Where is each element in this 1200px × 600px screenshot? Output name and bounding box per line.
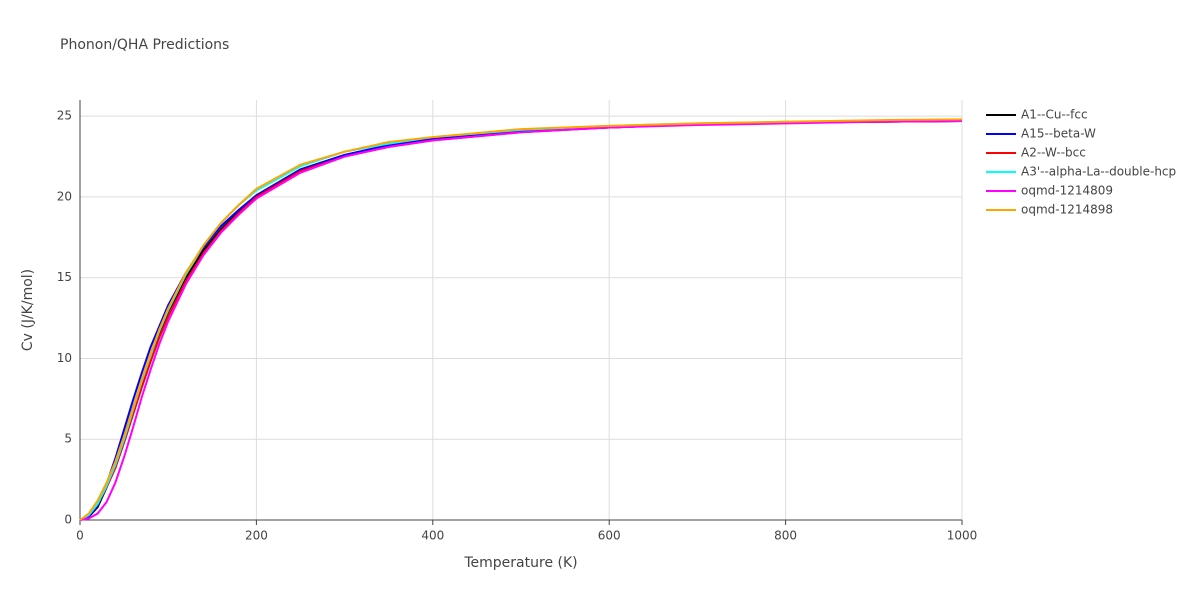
legend-label: oqmd-1214809 — [1021, 184, 1113, 198]
series-line — [79, 120, 963, 521]
y-tick-label: 15 — [57, 270, 72, 284]
y-tick-label: 0 — [64, 513, 72, 527]
series-line — [79, 118, 963, 521]
x-tick-label: 1000 — [947, 529, 978, 543]
y-axis-title: Cv (J/K/mol) — [20, 269, 36, 351]
x-tick-label: 600 — [598, 529, 621, 543]
legend-label: A1--Cu--fcc — [1021, 108, 1088, 122]
series-line — [79, 120, 963, 521]
x-tick-label: 400 — [421, 529, 444, 543]
y-tick-label: 10 — [57, 351, 72, 365]
x-tick-label: 200 — [245, 529, 268, 543]
series-line — [79, 120, 963, 521]
x-tick-label: 800 — [774, 529, 797, 543]
series-line — [79, 119, 963, 521]
x-axis-title: Temperature (K) — [463, 555, 577, 571]
legend-label: oqmd-1214898 — [1021, 203, 1113, 217]
y-tick-label: 5 — [64, 432, 72, 446]
series-line — [79, 120, 963, 521]
legend-label: A15--beta-W — [1021, 127, 1096, 141]
x-tick-label: 0 — [76, 529, 84, 543]
y-tick-label: 20 — [57, 189, 72, 203]
legend-label: A2--W--bcc — [1021, 146, 1086, 160]
chart-title: Phonon/QHA Predictions — [60, 37, 229, 53]
legend-label: A3'--alpha-La--double-hcp — [1021, 165, 1176, 179]
y-tick-label: 25 — [57, 109, 72, 123]
